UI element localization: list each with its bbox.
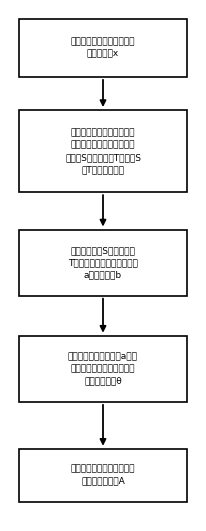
Bar — [19, 230, 187, 296]
Text: 对转换之后的频率矢量a代入
关系式进行因式分解，求出
目标的估计值θ: 对转换之后的频率矢量a代入 关系式进行因式分解，求出 目标的估计值θ — [68, 353, 138, 386]
Bar — [19, 336, 187, 402]
Text: 对各接收通道的雷达回波进
行傅里叶变换处理，建立波
束矢量S和其对角阵T，并用S
和T构建等量关系: 对各接收通道的雷达回波进 行傅里叶变换处理，建立波 束矢量S和其对角阵T，并用S… — [65, 129, 141, 174]
Text: 建立包含多径信号的无线数
据接收模型x: 建立包含多径信号的无线数 据接收模型x — [71, 37, 135, 58]
Bar — [19, 110, 187, 193]
Bar — [19, 19, 187, 77]
Text: 利用波束矢量S和其对角阵
T，求出转换之后的频率矢量
a和幅度矢量b: 利用波束矢量S和其对角阵 T，求出转换之后的频率矢量 a和幅度矢量b — [68, 246, 138, 279]
Text: 利用已求解出的频率估计值
求解幅度估计值A: 利用已求解出的频率估计值 求解幅度估计值A — [71, 465, 135, 486]
Bar — [19, 449, 187, 502]
